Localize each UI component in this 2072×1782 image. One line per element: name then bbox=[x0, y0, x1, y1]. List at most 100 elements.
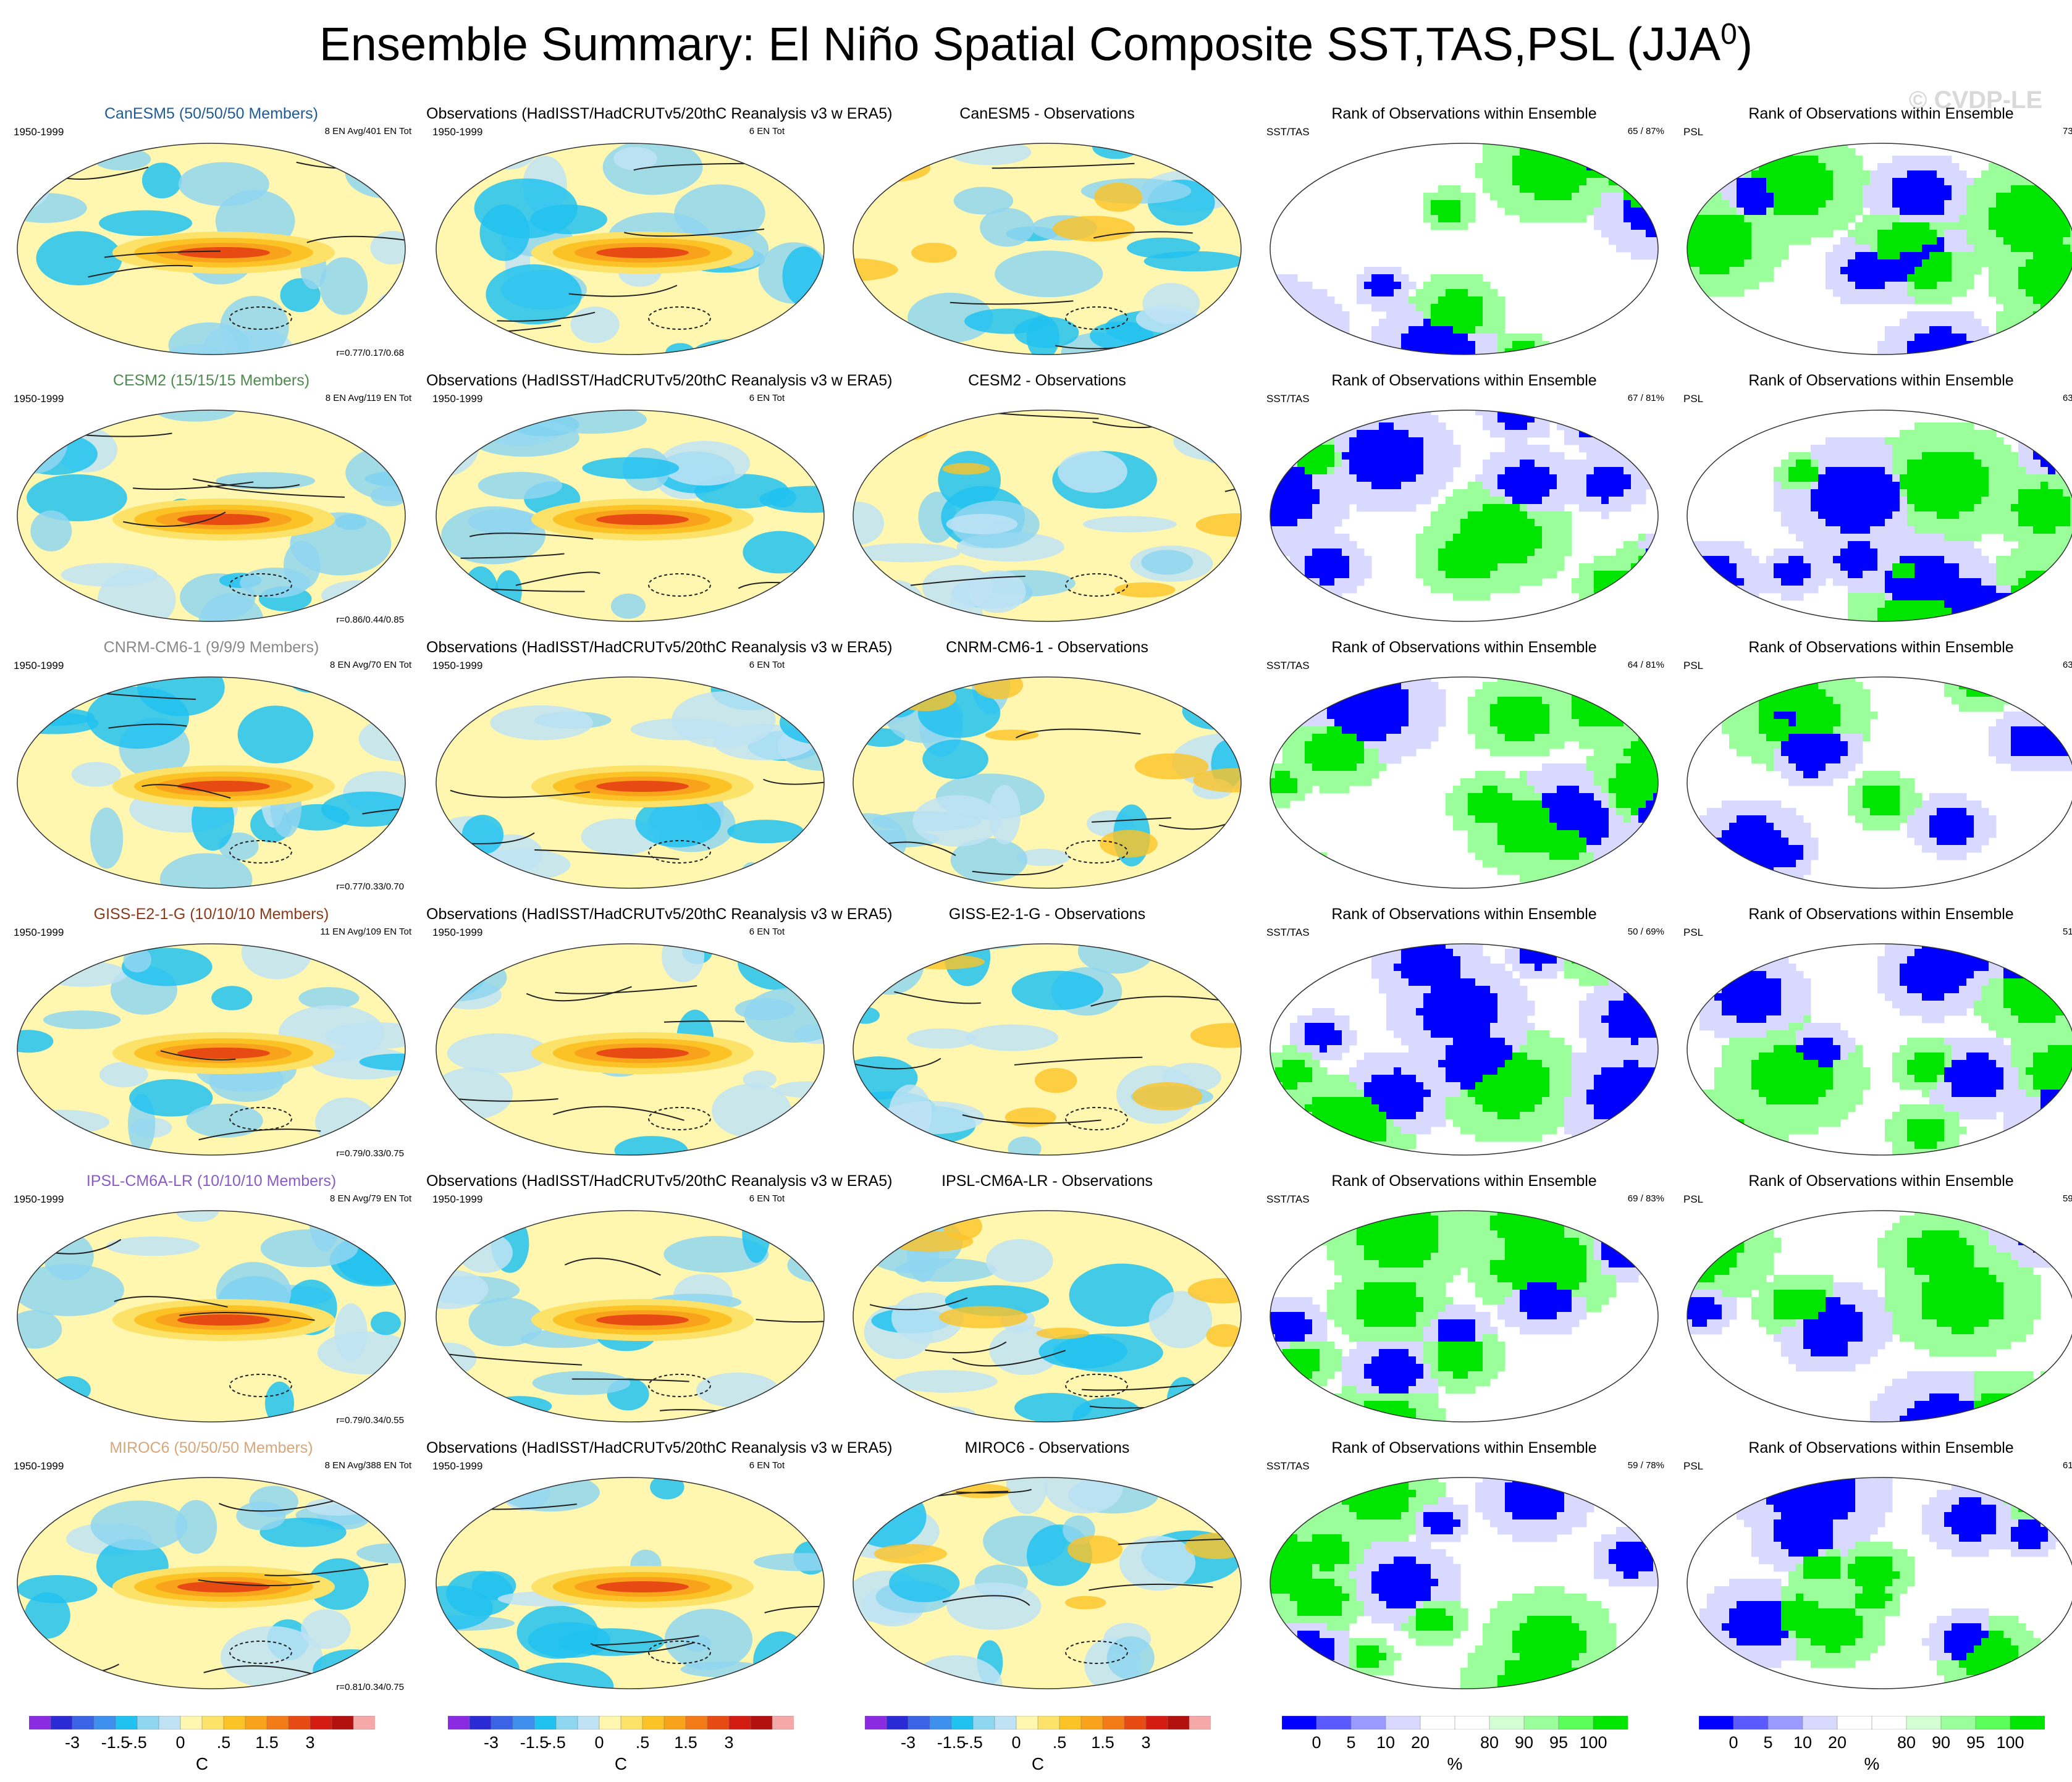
colorbar-unit-label: C bbox=[1031, 1754, 1045, 1773]
map-area bbox=[1268, 141, 1661, 357]
colorbar-swatch bbox=[310, 1715, 332, 1730]
colorbar-tick-label: .5 bbox=[1052, 1733, 1067, 1752]
colorbar-tick-label: 3 bbox=[305, 1733, 315, 1752]
rank-percent-label: 59% bbox=[2062, 1193, 2072, 1204]
colorbar-tick-label: 80 bbox=[1897, 1733, 1916, 1752]
rank-map bbox=[1687, 676, 2072, 889]
map-area bbox=[1268, 675, 1661, 891]
map-area bbox=[434, 1475, 827, 1691]
rank-variable-label: SST/TAS bbox=[1266, 1193, 1310, 1205]
rank-psl-panel: Rank of Observations within Ensemble PSL 7… bbox=[1677, 105, 2072, 371]
anomaly-map bbox=[17, 1210, 406, 1423]
rank-percent-label: 73% bbox=[2062, 126, 2072, 137]
colorbar-swatch bbox=[1733, 1715, 1769, 1730]
model-panel: CESM2 (15/15/15 Members) 1950-1999 8 EN Av… bbox=[7, 372, 415, 637]
period-label: 1950-1999 bbox=[432, 126, 483, 138]
rank-variable-label: SST/TAS bbox=[1266, 1460, 1310, 1472]
colorbar-swatch bbox=[972, 1715, 995, 1730]
pattern-correlation-label: r=0.77/0.17/0.68 bbox=[336, 348, 404, 358]
colorbar-swatch bbox=[642, 1715, 665, 1730]
panel-title: Observations (HadISST/HadCRUTv5/20thC Re… bbox=[426, 105, 893, 122]
colorbar-tick-label: 0 bbox=[1729, 1733, 1738, 1752]
colorbar-swatch bbox=[266, 1715, 289, 1730]
colorbar-swatches bbox=[447, 1715, 794, 1730]
colorbar-unit-label: % bbox=[1447, 1754, 1463, 1773]
colorbar-swatch bbox=[115, 1715, 138, 1730]
map-area bbox=[15, 675, 408, 891]
difference-panel: CanESM5 - Observations bbox=[843, 105, 1251, 371]
anomaly-colorbar: -3 -1.5 -.5 0 .5 1.5 3 C bbox=[28, 1715, 376, 1778]
panel-title: Observations (HadISST/HadCRUTv5/20thC Re… bbox=[426, 1439, 893, 1456]
colorbar-tick-label: 20 bbox=[1827, 1733, 1847, 1752]
observations-panel: Observations (HadISST/HadCRUTv5/20thC Re… bbox=[426, 372, 892, 637]
map-area bbox=[1268, 1475, 1661, 1691]
rank-map bbox=[1270, 143, 1659, 355]
colorbar-swatch bbox=[663, 1715, 686, 1730]
obs-info-label: 6 EN Tot bbox=[749, 927, 785, 937]
colorbar-swatch bbox=[1059, 1715, 1082, 1730]
colorbar-swatch bbox=[1975, 1715, 2011, 1730]
colorbar-swatch bbox=[72, 1715, 95, 1730]
anomaly-map bbox=[853, 1210, 1242, 1423]
colorbar-swatch bbox=[728, 1715, 751, 1730]
rank-percent-label: 61% bbox=[2062, 1460, 2072, 1471]
pattern-correlation-label: r=0.77/0.33/0.70 bbox=[336, 881, 404, 892]
panel-title: GISS-E2-1-G (10/10/10 Members) bbox=[93, 906, 329, 923]
colorbar-swatch bbox=[1145, 1715, 1168, 1730]
rank-map bbox=[1270, 1210, 1659, 1423]
colorbar-swatches bbox=[864, 1715, 1211, 1730]
map-area bbox=[15, 1208, 408, 1424]
anomaly-map bbox=[853, 143, 1242, 355]
difference-panel: GISS-E2-1-G - Observations bbox=[843, 906, 1251, 1171]
map-area bbox=[851, 408, 1244, 624]
rank-map bbox=[1270, 410, 1659, 622]
model-info-label: 8 EN Avg/79 EN Tot bbox=[329, 1193, 411, 1204]
obs-info-label: 6 EN Tot bbox=[749, 126, 785, 137]
colorbar-swatch bbox=[1906, 1715, 1942, 1730]
panel-title: Rank of Observations within Ensemble bbox=[1331, 906, 1597, 923]
anomaly-map bbox=[17, 676, 406, 889]
colorbar-swatch bbox=[1802, 1715, 1838, 1730]
colorbar-tick-label: 1.5 bbox=[1091, 1733, 1114, 1752]
model-panel: IPSL-CM6A-LR (10/10/10 Members) 1950-1999… bbox=[7, 1172, 415, 1438]
panel-title: Observations (HadISST/HadCRUTv5/20thC Re… bbox=[426, 639, 893, 656]
colorbar-tick-label: 5 bbox=[1763, 1733, 1773, 1752]
panel-title: CNRM-CM6-1 (9/9/9 Members) bbox=[103, 639, 319, 656]
obs-info-label: 6 EN Tot bbox=[749, 1460, 785, 1471]
rank-percent-label: 63% bbox=[2062, 660, 2072, 670]
rank-variable-label: SST/TAS bbox=[1266, 126, 1310, 138]
rank-variable-label: PSL bbox=[1683, 393, 1704, 405]
colorbar-swatch bbox=[1167, 1715, 1190, 1730]
colorbar-swatch bbox=[599, 1715, 621, 1730]
colorbar-tick-label: -3 bbox=[900, 1733, 916, 1752]
anomaly-map bbox=[853, 1477, 1242, 1689]
panel-title: Rank of Observations within Ensemble bbox=[1748, 372, 2014, 389]
panel-title: MIROC6 (50/50/50 Members) bbox=[109, 1439, 313, 1456]
colorbar-swatch bbox=[137, 1715, 159, 1730]
anomaly-map bbox=[853, 410, 1242, 622]
anomaly-map bbox=[436, 143, 825, 355]
panel-title: Rank of Observations within Ensemble bbox=[1331, 372, 1597, 389]
rank-map bbox=[1687, 410, 2072, 622]
period-label: 1950-1999 bbox=[14, 393, 64, 405]
anomaly-map bbox=[853, 943, 1242, 1156]
period-label: 1950-1999 bbox=[432, 927, 483, 938]
anomaly-map bbox=[17, 410, 406, 622]
colorbar-swatch bbox=[750, 1715, 773, 1730]
watermark: © CVDP-LE bbox=[1909, 86, 2043, 114]
map-area bbox=[434, 675, 827, 891]
pattern-correlation-label: r=0.79/0.33/0.75 bbox=[336, 1148, 404, 1159]
map-area bbox=[1685, 141, 2072, 357]
map-area bbox=[15, 941, 408, 1158]
colorbar-swatches bbox=[28, 1715, 376, 1730]
rank-percent-label: 50 / 69% bbox=[1627, 927, 1664, 937]
pattern-correlation-label: r=0.86/0.44/0.85 bbox=[336, 615, 404, 625]
colorbar-swatch bbox=[1489, 1715, 1525, 1730]
rank-variable-label: SST/TAS bbox=[1266, 927, 1310, 938]
colorbar-tick-label: -3 bbox=[483, 1733, 499, 1752]
anomaly-map bbox=[436, 943, 825, 1156]
rank-percent-label: 65 / 87% bbox=[1627, 126, 1664, 137]
panel-title: CNRM-CM6-1 - Observations bbox=[946, 639, 1148, 656]
colorbar-tick-label: 5 bbox=[1346, 1733, 1356, 1752]
colorbar-tick-label: 100 bbox=[1579, 1733, 1607, 1752]
